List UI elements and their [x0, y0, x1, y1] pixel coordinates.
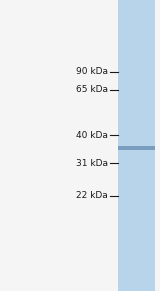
Text: 31 kDa: 31 kDa — [76, 159, 108, 168]
Text: 65 kDa: 65 kDa — [76, 86, 108, 95]
Bar — [118, 0, 155, 291]
Bar — [118, 146, 155, 150]
Text: 90 kDa: 90 kDa — [76, 68, 108, 77]
Text: 40 kDa: 40 kDa — [76, 130, 108, 139]
Text: 22 kDa: 22 kDa — [76, 191, 108, 200]
